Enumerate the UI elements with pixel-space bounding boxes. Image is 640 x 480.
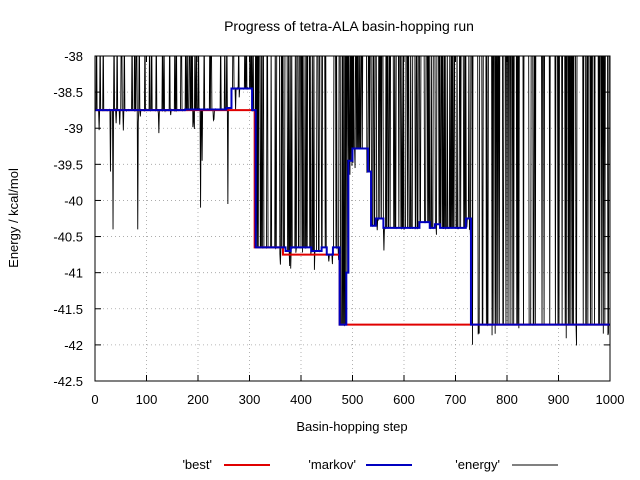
x-tick-label: 700 — [445, 392, 467, 407]
y-tick-label: -42.5 — [53, 374, 83, 389]
x-tick-label: 800 — [496, 392, 518, 407]
series-markov — [95, 87, 610, 326]
x-tick-label: 200 — [187, 392, 209, 407]
chart-title: Progress of tetra-ALA basin-hopping run — [224, 18, 474, 34]
y-tick-label: -38 — [64, 49, 83, 64]
y-tick-label: -38.5 — [53, 85, 83, 100]
x-tick-label: 100 — [136, 392, 158, 407]
legend-label-markov: 'markov' — [308, 457, 356, 472]
y-tick-label: -40.5 — [53, 230, 83, 245]
legend-label-best: 'best' — [182, 457, 212, 472]
legend-label-energy: 'energy' — [455, 457, 500, 472]
y-tick-label: -41 — [64, 266, 83, 281]
x-tick-label: 1000 — [596, 392, 625, 407]
x-axis-label: Basin-hopping step — [296, 419, 407, 434]
y-tick-label: -41.5 — [53, 302, 83, 317]
x-tick-label: 0 — [91, 392, 98, 407]
x-tick-label: 300 — [239, 392, 261, 407]
series-layer — [95, 56, 610, 346]
y-tick-label: -39 — [64, 121, 83, 136]
x-tick-label: 500 — [342, 392, 364, 407]
y-axis-label: Energy / kcal/mol — [6, 168, 21, 268]
x-tick-label: 600 — [393, 392, 415, 407]
axis-ticks: 0 100 200 300 400 500 600 700 800 900 1000 -42.5 -42… — [53, 49, 624, 407]
x-tick-label: 400 — [290, 392, 312, 407]
y-tick-label: -39.5 — [53, 157, 83, 172]
x-tick-label: 900 — [548, 392, 570, 407]
y-tick-label: -42 — [64, 338, 83, 353]
plot-area — [95, 56, 610, 346]
legend: 'best' 'markov' 'energy' — [182, 457, 558, 472]
y-tick-label: -40 — [64, 193, 83, 208]
